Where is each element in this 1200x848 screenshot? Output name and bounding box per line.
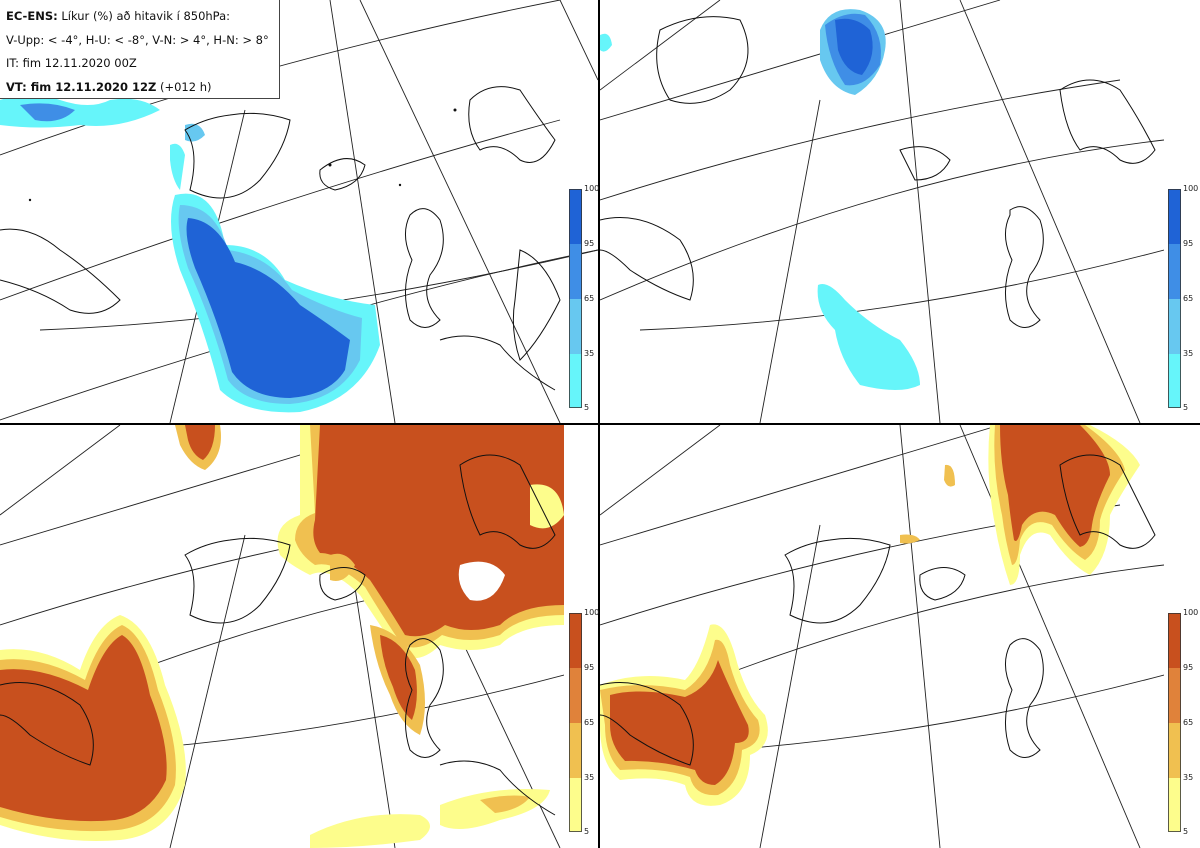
info-title: EC-ENS: Líkur (%) að hitavik í 850hPa:	[6, 9, 231, 23]
colorbar-tick: 95	[584, 663, 595, 672]
map-panel-bottom-right	[600, 425, 1164, 848]
map-panel-top-right	[600, 0, 1164, 423]
divider-horizontal	[0, 423, 1200, 425]
forecast-info-box: EC-ENS: Líkur (%) að hitavik í 850hPa: V…	[0, 0, 280, 99]
info-valid-time: VT: fim 12.11.2020 12Z (+012 h)	[6, 79, 212, 94]
colorbar-tick: 35	[1183, 773, 1194, 782]
colorbar-warm-left: 100 95 65 35 5	[569, 609, 599, 836]
colorbar-tick: 95	[1183, 663, 1194, 672]
info-thresholds: V-Upp: < -4°, H-U: < -8°, V-N: > 4°, H-N…	[6, 32, 269, 47]
divider-vertical	[598, 0, 600, 848]
colorbar-tick: 100	[584, 608, 600, 617]
map-panel-bottom-left	[0, 425, 564, 848]
colorbar-tick: 100	[1183, 608, 1199, 617]
colorbar-tick: 5	[584, 827, 590, 836]
info-initial-time: IT: fim 12.11.2020 00Z	[6, 56, 137, 70]
colorbar-tick: 95	[1183, 239, 1194, 248]
colorbar-tick: 65	[584, 294, 595, 303]
probability-field	[600, 425, 1140, 806]
colorbar-tick: 35	[1183, 349, 1194, 358]
colorbar-cold-left: 100 95 65 35 5	[569, 185, 599, 412]
colorbar-tick: 100	[584, 184, 600, 193]
probability-field	[600, 9, 920, 390]
colorbar-tick: 35	[584, 349, 595, 358]
colorbar-tick: 5	[584, 403, 590, 412]
colorbar-warm-right: 100 95 65 35 5	[1168, 609, 1198, 836]
colorbar-tick: 65	[584, 718, 595, 727]
colorbar-tick: 35	[584, 773, 595, 782]
colorbar-tick: 65	[1183, 294, 1194, 303]
map-panel-top-left: EC-ENS: Líkur (%) að hitavik í 850hPa: V…	[0, 0, 598, 423]
colorbar-cold-right: 100 95 65 35 5	[1168, 185, 1198, 412]
probability-field	[0, 95, 380, 413]
probability-field	[0, 425, 564, 848]
colorbar-tick: 95	[584, 239, 595, 248]
colorbar-tick: 100	[1183, 184, 1199, 193]
colorbar-tick: 5	[1183, 403, 1189, 412]
colorbar-tick: 65	[1183, 718, 1194, 727]
colorbar-tick: 5	[1183, 827, 1189, 836]
